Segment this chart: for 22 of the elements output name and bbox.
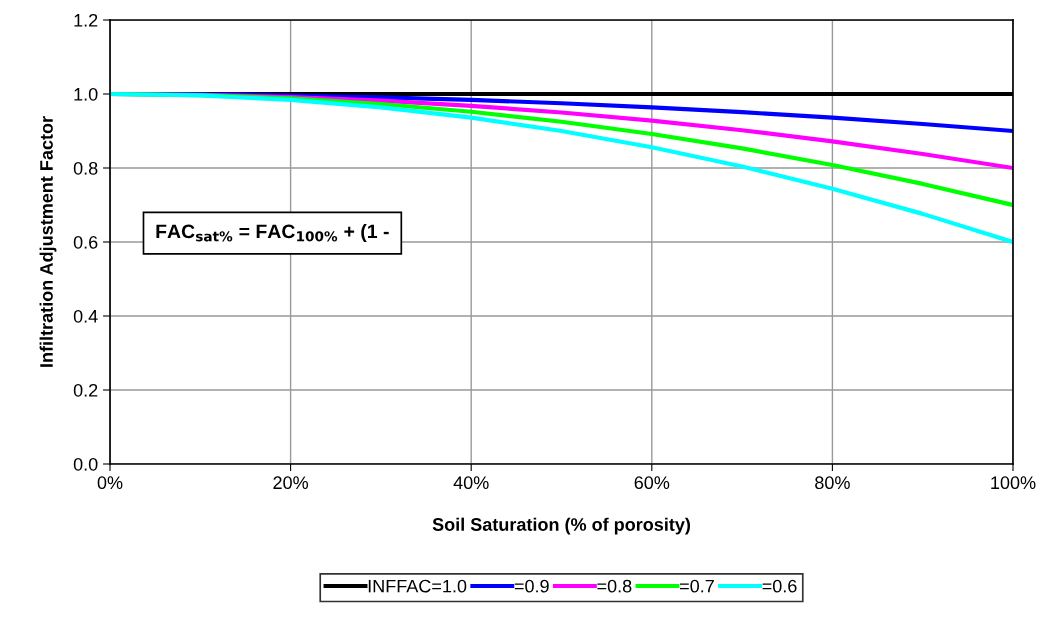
y-tick-label: 0.2	[73, 383, 98, 397]
legend-label: =0.8	[597, 579, 632, 593]
x-tick-label: 0%	[97, 476, 123, 490]
y-tick-label: 0.0	[73, 457, 98, 471]
line-series	[110, 91, 1013, 245]
legend-label: INFFAC=1.0	[368, 579, 467, 593]
y-tick-label: 1.0	[74, 87, 98, 101]
y-tick-label: 0.8	[73, 161, 98, 175]
y-tick-label: 0.6	[73, 235, 98, 249]
legend-label: =0.6	[762, 579, 797, 593]
legend-label: =0.7	[680, 579, 714, 593]
y-tick-label: 1.2	[74, 13, 98, 27]
y-axis-title: Infiltration Adjustment Factor	[39, 116, 57, 367]
x-tick-label: 20%	[273, 476, 309, 490]
y-tick-label: 0.4	[73, 309, 98, 323]
legend-label: =0.9	[514, 579, 549, 593]
x-tick-label: 40%	[453, 476, 489, 490]
x-tick-label: 60%	[634, 476, 670, 490]
annotation: FAC$_{sat%}$ = FAC$_{100%}$ + (1 -	[156, 223, 389, 243]
x-tick-label: 80%	[815, 476, 850, 490]
x-tick-label: 100%	[991, 476, 1036, 490]
x-axis-title: Soil Saturation (% of porosity)	[432, 517, 691, 535]
